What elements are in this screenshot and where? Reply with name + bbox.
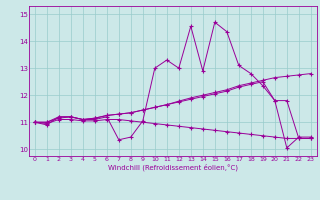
X-axis label: Windchill (Refroidissement éolien,°C): Windchill (Refroidissement éolien,°C): [108, 163, 238, 171]
